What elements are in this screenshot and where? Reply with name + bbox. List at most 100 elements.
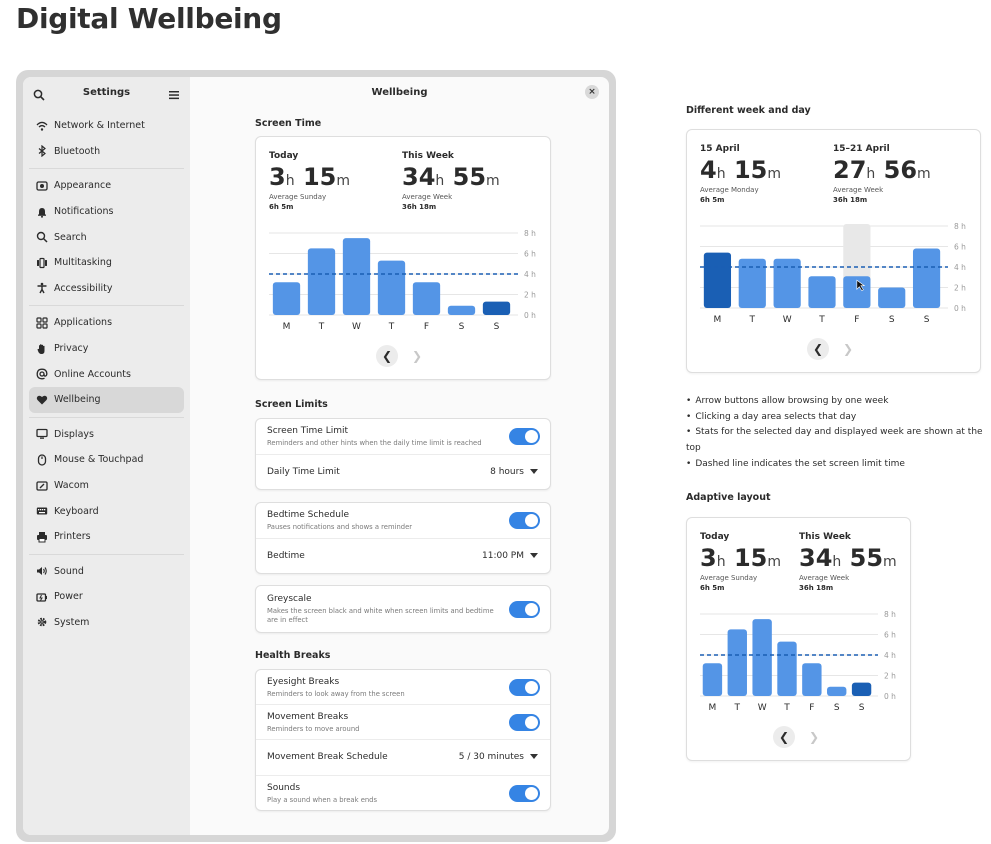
sidebar-item-label: Privacy xyxy=(54,343,89,355)
sidebar-item-online-accounts[interactable]: Online Accounts xyxy=(29,361,184,387)
adaptive-today-total: 3h 15m xyxy=(700,544,781,572)
daily-limit-row[interactable]: Daily Time Limit 8 hours xyxy=(256,455,550,491)
greyscale-toggle[interactable] xyxy=(509,601,540,618)
sidebar-item-appearance[interactable]: Appearance xyxy=(29,173,184,199)
chart-bar xyxy=(777,641,797,696)
hamburger-icon[interactable] xyxy=(168,86,180,105)
sidebar-item-label: Applications xyxy=(54,317,113,329)
chart-bar xyxy=(702,663,723,696)
sidebar-item-keyboard[interactable]: Keyboard xyxy=(29,498,184,524)
next-week-button[interactable]: ❯ xyxy=(842,342,854,356)
bell-icon xyxy=(36,206,48,218)
prev-week-button[interactable]: ❮ xyxy=(376,345,398,367)
bedtime-dropdown[interactable]: 11:00 PM xyxy=(482,551,538,561)
sidebar-item-search[interactable]: Search xyxy=(29,224,184,250)
hand-icon xyxy=(36,343,48,355)
sidebar-item-label: Search xyxy=(54,231,87,243)
screen-time-limit-toggle[interactable] xyxy=(509,428,540,445)
sidebar-item-label: Wacom xyxy=(54,480,89,492)
range-label: 15–21 April xyxy=(833,144,890,154)
sidebar-group: Sound Power System xyxy=(29,555,184,640)
greyscale-title: Greyscale xyxy=(267,594,312,604)
sounds-subtitle: Play a sound when a break ends xyxy=(267,796,378,804)
sidebar-item-displays[interactable]: Displays xyxy=(29,422,184,448)
sidebar-item-power[interactable]: Power xyxy=(29,584,184,610)
y-tick-label: 0 h xyxy=(524,311,536,320)
x-tick-label: T xyxy=(783,703,790,713)
prev-week-button[interactable]: ❮ xyxy=(773,726,795,748)
adaptive-card: Today 3h 15m Average Sunday 6h 5m This W… xyxy=(686,517,911,761)
chart-bar xyxy=(878,287,906,308)
sidebar-list: Network & Internet Bluetooth Appearance Not… xyxy=(23,109,190,639)
next-week-button[interactable]: ❯ xyxy=(411,349,423,363)
sidebar-item-multitasking[interactable]: Multitasking xyxy=(29,250,184,276)
x-tick-label: S xyxy=(494,322,500,332)
movement-schedule-dropdown[interactable]: 5 / 30 minutes xyxy=(459,752,538,762)
week-average-label: Average Week xyxy=(402,193,453,201)
sidebar-item-label: Accessibility xyxy=(54,282,113,294)
note-item: Clicking a day area selects that day xyxy=(686,410,991,426)
eyesight-breaks-toggle[interactable] xyxy=(509,679,540,696)
movement-schedule-row[interactable]: Movement Break Schedule 5 / 30 minutes xyxy=(256,740,550,776)
sidebar-item-printers[interactable]: Printers xyxy=(29,524,184,550)
notes-list: Arrow buttons allow browsing by one week… xyxy=(686,394,991,473)
chart-bar xyxy=(727,629,747,696)
sidebar-item-network-internet[interactable]: Network & Internet xyxy=(29,113,184,139)
bedtime-row[interactable]: Bedtime 11:00 PM xyxy=(256,539,550,575)
close-button[interactable]: × xyxy=(585,85,599,99)
bedtime-schedule-title: Bedtime Schedule xyxy=(267,510,349,520)
sidebar-item-sound[interactable]: Sound xyxy=(29,559,184,585)
chevron-down-icon xyxy=(530,553,538,558)
screen-time-limit-title: Screen Time Limit xyxy=(267,426,348,436)
chart-bar xyxy=(342,238,371,315)
search-icon[interactable] xyxy=(33,86,45,105)
mouse-icon xyxy=(36,454,48,466)
power-icon xyxy=(36,591,48,603)
chart-bar xyxy=(703,252,732,308)
prev-week-button[interactable]: ❮ xyxy=(807,338,829,360)
chart-bar xyxy=(912,248,941,308)
sidebar-group: Displays Mouse & Touchpad Wacom Keyboard Pri… xyxy=(29,418,184,555)
adaptive-week-label: This Week xyxy=(799,532,851,542)
chart-bar xyxy=(843,276,871,308)
range-average-label: Average Week xyxy=(833,186,884,194)
sidebar-item-accessibility[interactable]: Accessibility xyxy=(29,276,184,302)
sidebar-item-notifications[interactable]: Notifications xyxy=(29,199,184,225)
sidebar-item-label: Notifications xyxy=(54,206,114,218)
movement-breaks-subtitle: Reminders to move around xyxy=(267,725,360,733)
window-body: Settings Network & Internet Bluetooth Appe… xyxy=(23,77,609,835)
sidebar-item-wellbeing[interactable]: Wellbeing xyxy=(29,386,184,413)
daily-limit-dropdown[interactable]: 8 hours xyxy=(490,467,538,477)
range-average-value: 36h 18m xyxy=(833,196,868,204)
x-tick-label: F xyxy=(854,315,859,325)
sidebar-item-label: Mouse & Touchpad xyxy=(54,454,144,466)
y-tick-label: 4 h xyxy=(884,651,896,660)
greyscale-subtitle: Makes the screen black and white when sc… xyxy=(267,607,494,615)
sounds-toggle[interactable] xyxy=(509,785,540,802)
chart-bar xyxy=(482,301,511,315)
sidebar-item-applications[interactable]: Applications xyxy=(29,310,184,336)
sidebar-item-label: System xyxy=(54,616,90,628)
adaptive-chart[interactable]: 8 h 6 h 4 h 2 h 0 h M T W T F S S xyxy=(687,606,912,716)
y-tick-label: 6 h xyxy=(524,250,536,259)
x-tick-label: T xyxy=(734,703,741,713)
variant-day-chart[interactable]: 8 h 6 h 4 h 2 h 0 h M T W T F S S xyxy=(687,218,982,328)
sidebar-group: Network & Internet Bluetooth xyxy=(29,109,184,170)
chart-bar xyxy=(827,686,847,696)
screen-time-chart[interactable]: 8 h 6 h 4 h 2 h 0 h M T W T F S S xyxy=(256,225,552,335)
next-week-button[interactable]: ❯ xyxy=(808,730,820,744)
sidebar-item-wacom[interactable]: Wacom xyxy=(29,473,184,499)
bedtime-schedule-toggle[interactable] xyxy=(509,512,540,529)
x-tick-label: W xyxy=(352,322,361,332)
sidebar: Settings Network & Internet Bluetooth Appe… xyxy=(23,77,190,835)
keyboard-icon xyxy=(36,505,48,517)
sidebar-item-bluetooth[interactable]: Bluetooth xyxy=(29,139,184,165)
movement-breaks-toggle[interactable] xyxy=(509,714,540,731)
x-tick-label: T xyxy=(318,322,325,332)
sidebar-item-mouse-touchpad[interactable]: Mouse & Touchpad xyxy=(29,447,184,473)
day-average-label: Average Monday xyxy=(700,186,759,194)
sidebar-item-privacy[interactable]: Privacy xyxy=(29,336,184,362)
screen-limits-heading: Screen Limits xyxy=(255,399,328,410)
sidebar-item-system[interactable]: System xyxy=(29,610,184,636)
y-tick-label: 8 h xyxy=(524,229,536,238)
